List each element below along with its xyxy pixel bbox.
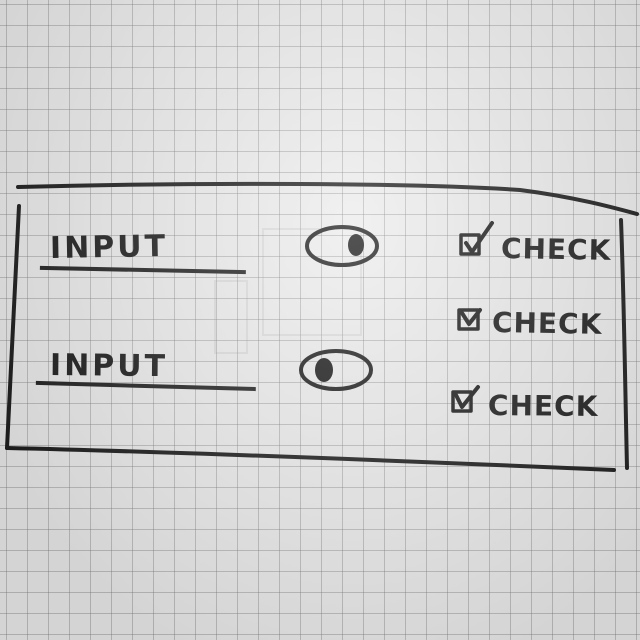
checkbox-3-mark [454,385,480,409]
checkbox-1[interactable] [456,230,484,258]
checkbox-1-label: CHECK [500,232,612,267]
toggle-1-knob [348,234,364,256]
checkbox-2[interactable] [454,305,482,333]
checkbox-2-box [457,308,480,331]
frame-right-border [619,218,629,470]
frame-left-border [5,204,21,450]
checkbox-3-label: CHECK [487,389,599,423]
toggle-1-track [305,225,379,267]
bleed-through-image-placeholder [262,228,362,336]
toggle-2-track [299,349,373,391]
checkbox-2-label: CHECK [491,306,603,341]
frame-top-border [16,181,639,216]
checkbox-3-box [451,390,473,413]
frame-bottom-border [5,446,616,472]
checkbox-1-mark [464,221,494,254]
checkbox-2-mark [460,308,482,326]
checkbox-3[interactable] [448,387,476,415]
toggle-2-knob [315,358,333,382]
toggle-2[interactable] [299,349,373,391]
toggle-1[interactable] [305,225,379,267]
bleed-through-box [214,280,248,354]
